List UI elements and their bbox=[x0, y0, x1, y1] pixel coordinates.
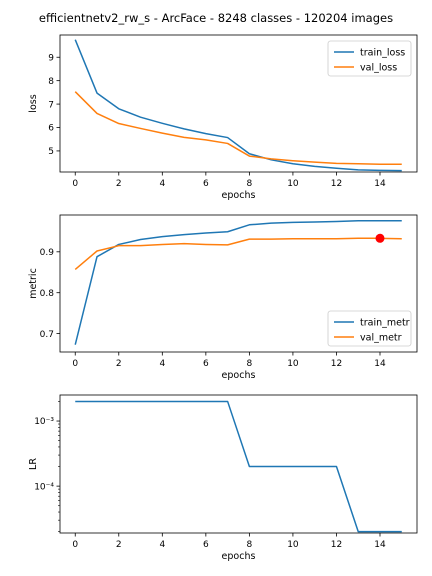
x-axis-label: epochs bbox=[222, 190, 256, 201]
x-tick-label: 2 bbox=[116, 179, 122, 189]
chart-2: 0 2 4 6 8 10 12 14 0.7 0.8 0.9 epochs metric train_me… bbox=[28, 214, 418, 381]
legend-label: val_metr bbox=[360, 332, 402, 343]
x-tick-label: 0 bbox=[72, 359, 78, 369]
legend-label: train_loss bbox=[360, 47, 405, 58]
y-tick-label: 10⁻³ bbox=[34, 417, 54, 427]
series-line-train_loss bbox=[74, 39, 402, 172]
x-tick-label: 12 bbox=[331, 179, 342, 189]
x-tick-label: 14 bbox=[374, 540, 386, 550]
x-tick-label: 14 bbox=[374, 179, 386, 189]
axes-frame bbox=[59, 394, 418, 534]
x-tick-label: 4 bbox=[159, 179, 165, 189]
y-tick-label: 5 bbox=[48, 147, 54, 157]
x-tick-label: 8 bbox=[247, 540, 253, 550]
y-tick-label: 8 bbox=[48, 77, 54, 87]
y-axis-label: loss bbox=[28, 94, 39, 112]
y-tick-label: 0.7 bbox=[40, 330, 54, 340]
x-tick-label: 0 bbox=[72, 540, 78, 550]
x-tick-label: 8 bbox=[247, 179, 253, 189]
x-tick-label: 0 bbox=[72, 179, 78, 189]
x-axis-label: epochs bbox=[222, 551, 256, 562]
y-tick-label: 0.8 bbox=[40, 289, 55, 299]
x-tick-label: 14 bbox=[374, 359, 386, 369]
y-tick-label: 9 bbox=[48, 53, 54, 63]
x-tick-label: 6 bbox=[203, 540, 209, 550]
series-line-series-1 bbox=[75, 400, 402, 533]
legend: train_metr val_metr bbox=[327, 310, 412, 347]
series-line-val_loss bbox=[74, 91, 402, 166]
chart-3: 0 2 4 6 8 10 12 14 10⁻³ 10⁻⁴ epochs LR bbox=[28, 394, 418, 562]
x-tick-label: 10 bbox=[287, 179, 299, 189]
x-axis-label: epochs bbox=[222, 370, 256, 381]
x-tick-label: 6 bbox=[203, 179, 209, 189]
legend-label: val_loss bbox=[360, 62, 397, 73]
series-line-val_metr bbox=[74, 237, 402, 270]
legend-label: train_metr bbox=[360, 317, 410, 328]
figure-title: efficientnetv2_rw_s - ArcFace - 8248 cla… bbox=[39, 11, 393, 25]
x-tick-label: 4 bbox=[159, 540, 165, 550]
x-tick-label: 8 bbox=[247, 359, 253, 369]
best-metric-marker bbox=[375, 233, 385, 243]
axes-frame bbox=[59, 214, 418, 353]
x-tick-label: 12 bbox=[331, 359, 342, 369]
y-tick-label: 10⁻⁴ bbox=[34, 482, 54, 492]
x-tick-label: 10 bbox=[287, 359, 299, 369]
y-tick-label: 7 bbox=[48, 100, 54, 110]
x-tick-label: 12 bbox=[331, 540, 342, 550]
x-tick-label: 2 bbox=[116, 540, 122, 550]
y-tick-label: 6 bbox=[48, 124, 54, 134]
chart-1: 0 2 4 6 8 10 12 14 5 6 7 8 9 epochs loss train_loss val_… bbox=[28, 34, 418, 201]
x-tick-label: 4 bbox=[159, 359, 165, 369]
y-axis-label: metric bbox=[28, 268, 39, 299]
axes-frame bbox=[59, 34, 418, 173]
y-tick-label: 0.9 bbox=[40, 248, 55, 258]
y-axis-label: LR bbox=[28, 458, 39, 470]
x-tick-label: 10 bbox=[287, 540, 299, 550]
x-tick-label: 6 bbox=[203, 359, 209, 369]
x-tick-label: 2 bbox=[116, 359, 122, 369]
series-line-train_metr bbox=[74, 219, 402, 345]
legend: train_loss val_loss bbox=[327, 40, 412, 77]
